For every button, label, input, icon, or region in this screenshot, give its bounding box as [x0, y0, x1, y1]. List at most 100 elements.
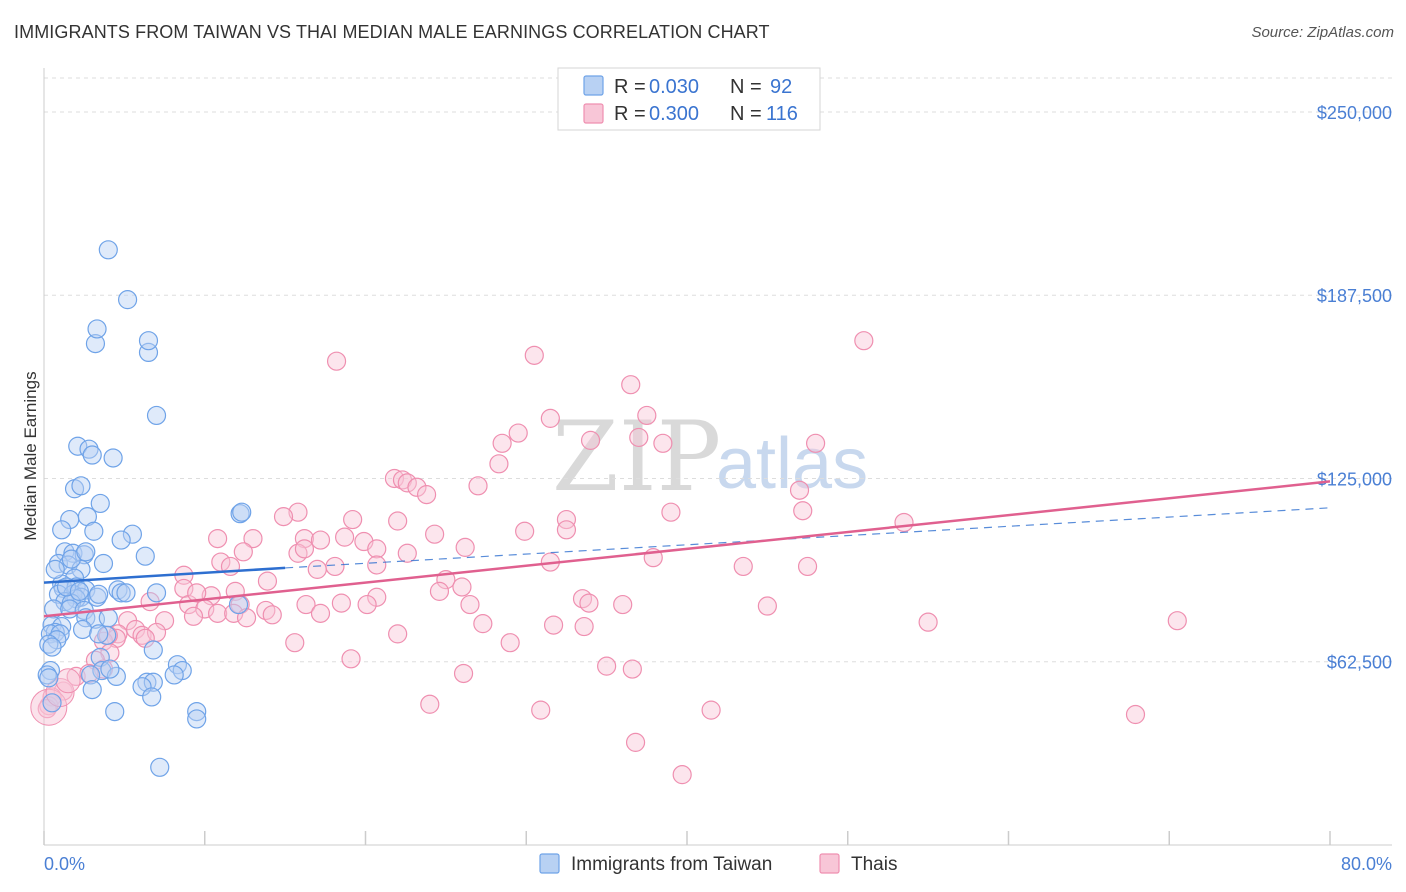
thai-point [701, 700, 721, 720]
thai-point [397, 543, 417, 563]
taiwan-point [82, 445, 102, 465]
thai-point [397, 473, 417, 493]
taiwan-trend-extension [285, 507, 1331, 569]
thai-point [621, 375, 641, 395]
thai-point [331, 593, 351, 613]
taiwan-point [85, 334, 106, 354]
thai-point [473, 614, 493, 634]
taiwan-point [111, 583, 131, 603]
taiwan-point [81, 665, 101, 685]
taiwan-point [143, 672, 163, 692]
gridlines [44, 77, 1392, 663]
thai-point [407, 477, 427, 497]
thai-point [208, 603, 228, 623]
bottom-legend-label-thai: Thais [851, 854, 897, 875]
thai-point [854, 331, 874, 351]
thai-point [425, 524, 445, 544]
taiwan-point [89, 624, 109, 644]
thai-point [288, 502, 308, 522]
taiwan-point [76, 542, 96, 562]
thai-point [515, 521, 535, 541]
thai-point [55, 668, 81, 694]
taiwan-point [100, 659, 120, 679]
thai-point [531, 700, 551, 720]
thai-point [622, 659, 642, 679]
legend-r-value-taiwan: 0.030 [649, 76, 699, 98]
thai-point [357, 594, 377, 615]
thai-point [468, 476, 488, 496]
watermark: ZIP atlas [552, 401, 868, 513]
taiwan-point [164, 665, 184, 685]
thai-point [262, 605, 282, 625]
thai-point [132, 625, 152, 645]
thai-point [343, 509, 363, 530]
thai-point [805, 433, 826, 453]
taiwan-point [142, 687, 162, 707]
bottom-legend: Immigrants from Taiwan Thais [539, 853, 897, 875]
thai-point [894, 512, 914, 533]
watermark-atlas: atlas [716, 424, 868, 504]
taiwan-point [87, 587, 107, 607]
taiwan-point [37, 665, 57, 685]
bottom-legend-swatch-taiwan [539, 853, 560, 874]
taiwan-point [98, 240, 118, 260]
bottom-legend-swatch-thai [819, 853, 840, 874]
thai-point [653, 433, 673, 453]
thai-point [416, 485, 437, 505]
thai-point [187, 583, 207, 603]
y-tick-label: $187,500 [1317, 286, 1392, 306]
taiwan-point [90, 493, 110, 514]
thai-point [384, 468, 405, 489]
thai-point [455, 537, 475, 557]
legend-n-label-thai: N = [730, 103, 762, 125]
taiwan-point [146, 583, 167, 603]
taiwan-point [42, 693, 62, 713]
thai-point [540, 408, 560, 428]
taiwan-point [116, 583, 136, 603]
taiwan-point [39, 634, 59, 654]
source-attribution: Source: ZipAtlas.com [1251, 24, 1394, 41]
taiwan-point [45, 559, 65, 579]
taiwan-point [52, 520, 72, 540]
taiwan-point [232, 502, 252, 522]
x-tick-label-min: 0.0% [44, 854, 85, 874]
thai-point [524, 345, 544, 365]
thai-point [183, 606, 204, 626]
thai-point [367, 587, 387, 607]
taiwan-point [228, 594, 249, 615]
thai-point [625, 732, 646, 752]
thai-point [285, 633, 305, 653]
thai-point [273, 507, 294, 527]
taiwan-point [71, 476, 91, 496]
taiwan-point [111, 530, 131, 550]
watermark-zip: ZIP [552, 401, 721, 513]
y-tick-label: $125,000 [1317, 469, 1392, 489]
taiwan-point [135, 546, 155, 566]
thai-point [672, 765, 692, 785]
thai-point [500, 633, 520, 653]
thai-point [341, 649, 361, 669]
thai-point [453, 663, 474, 684]
thai-point [310, 603, 331, 623]
taiwan-point [74, 545, 94, 565]
thai-point [388, 624, 408, 644]
taiwan-point [150, 757, 170, 777]
thai-point [294, 539, 315, 559]
taiwan-point [92, 660, 112, 681]
legend-n-value-thai: 116 [766, 103, 798, 125]
thai-point [1167, 611, 1187, 631]
thai-point [579, 593, 599, 613]
thai-trend-line [43, 480, 1331, 618]
x-tick-label-max: 80.0% [1341, 854, 1392, 874]
thai-point [1125, 704, 1146, 725]
thai-point [580, 430, 601, 450]
thai-point [637, 405, 657, 426]
taiwan-point [187, 701, 207, 722]
legend-n-value-taiwan: 92 [770, 76, 792, 98]
legend-swatch-taiwan [583, 75, 604, 96]
thai-point [367, 555, 387, 575]
thai-point [233, 542, 253, 562]
taiwan-point [69, 581, 89, 601]
legend-box: R = 0.030 N = 92 R = 0.300 N = 116 [557, 67, 821, 131]
